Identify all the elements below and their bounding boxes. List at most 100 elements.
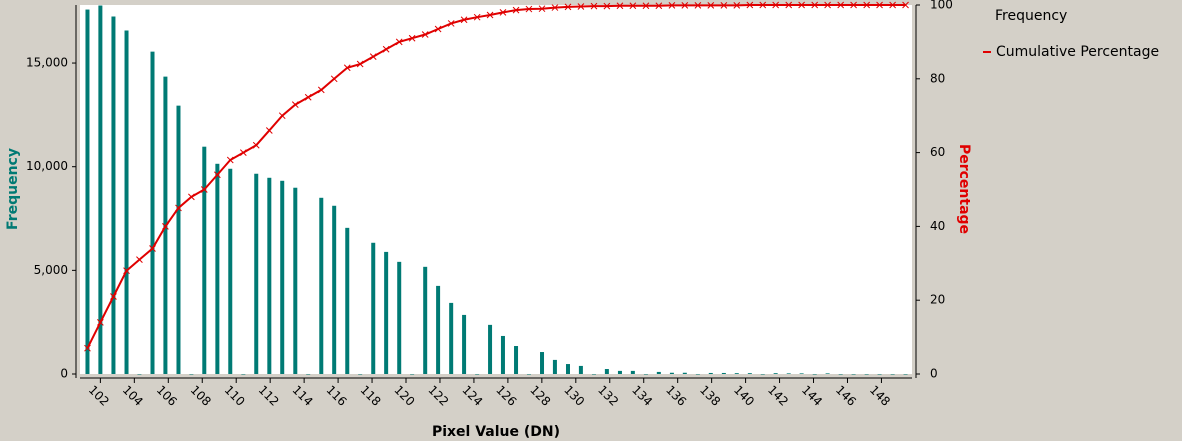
cumulative-marker [902, 1, 909, 9]
bar [552, 359, 557, 374]
cumulative-marker [824, 1, 831, 9]
bar [267, 177, 272, 374]
cumulative-marker [564, 3, 572, 11]
bar [462, 314, 467, 374]
x-tick-label: 140 [731, 383, 757, 409]
bar [851, 374, 856, 375]
x-tick-label: 112 [256, 383, 282, 409]
cumulative-marker [759, 1, 767, 9]
bar [656, 371, 661, 374]
cumulative-marker [200, 186, 208, 193]
cumulative-marker [343, 64, 351, 72]
cumulative-marker [551, 4, 559, 11]
bar [578, 365, 583, 374]
cumulative-marker [746, 1, 754, 9]
bar [397, 261, 402, 374]
cumulative-marker [408, 34, 416, 42]
cumulative-marker [460, 16, 468, 24]
bar [721, 372, 726, 374]
bar [708, 372, 713, 374]
bar [228, 168, 233, 374]
bar [488, 324, 493, 374]
bar [591, 374, 596, 375]
cumulative-marker [577, 3, 585, 10]
cumulative-marker [84, 344, 91, 352]
bar [111, 16, 116, 374]
cumulative-marker [499, 9, 507, 16]
bar [124, 30, 129, 374]
cumulative-marker [317, 86, 325, 94]
bar [526, 374, 531, 375]
cumulative-marker [252, 141, 260, 149]
bar [449, 302, 454, 374]
bar [695, 374, 700, 375]
x-tick-label: 146 [833, 383, 859, 409]
bar [643, 374, 648, 375]
x-tick-label: 138 [697, 383, 723, 409]
x-tick-label: 148 [867, 383, 893, 409]
cumulative-marker [772, 1, 780, 9]
y2-tick-label: 20 [930, 293, 945, 307]
cumulative-marker [694, 2, 702, 9]
bar [358, 374, 363, 375]
x-tick-label: 126 [493, 383, 519, 409]
cumulative-marker [434, 25, 442, 33]
x-tick-label: 104 [120, 383, 146, 409]
y-tick-label: 5,000 [34, 263, 68, 277]
y2-axis-label: Percentage [956, 144, 972, 234]
cumulative-marker [720, 2, 728, 9]
bar [85, 9, 90, 375]
y2-tick-label: 60 [930, 145, 945, 159]
cumulative-marker [382, 45, 390, 53]
cumulative-marker [538, 5, 546, 13]
cumulative-marker [785, 1, 793, 9]
cumulative-marker [798, 1, 805, 9]
bar [215, 163, 220, 374]
x-tick-label: 136 [663, 383, 689, 409]
cumulative-marker [421, 31, 429, 38]
cumulative-marker [97, 318, 104, 326]
y-tick-label: 15,000 [26, 56, 68, 70]
cumulative-marker [239, 149, 247, 156]
cumulative-marker [447, 20, 455, 27]
cumulative-marker [473, 13, 481, 21]
cumulative-marker [629, 2, 637, 10]
y-tick-label: 10,000 [26, 159, 68, 173]
cumulative-marker [707, 2, 715, 9]
cumulative-marker [837, 1, 845, 9]
bar [436, 285, 441, 374]
bar [306, 374, 311, 375]
bar [617, 370, 622, 374]
x-tick-label: 128 [527, 383, 553, 409]
cumulative-marker [850, 1, 857, 9]
cumulative-marker [525, 5, 533, 13]
cumulative-marker [811, 1, 819, 9]
x-tick-label: 118 [357, 383, 383, 409]
bar [812, 374, 817, 375]
cumulative-marker [304, 93, 312, 101]
bar [293, 187, 298, 374]
x-tick-label: 134 [629, 383, 655, 409]
cumulative-marker [616, 2, 624, 10]
bar [254, 173, 259, 374]
bar [423, 266, 428, 374]
cumulative-marker [214, 171, 221, 179]
cumulative-marker [889, 1, 896, 9]
bar [384, 251, 389, 374]
bar [202, 146, 207, 374]
bar [475, 374, 480, 375]
legend-label: Cumulative Percentage [996, 44, 1159, 60]
bar [903, 374, 908, 375]
cumulative-marker [330, 75, 338, 83]
x-tick-label: 144 [799, 383, 825, 409]
cumulative-marker [395, 38, 403, 46]
cumulative-marker [655, 2, 663, 10]
x-tick-label: 130 [561, 383, 587, 409]
cumulative-marker [668, 2, 676, 9]
bar [565, 364, 570, 374]
bar [514, 346, 519, 374]
y2-tick-label: 100 [930, 0, 953, 12]
cumulative-marker [733, 2, 741, 9]
bar [280, 180, 285, 374]
